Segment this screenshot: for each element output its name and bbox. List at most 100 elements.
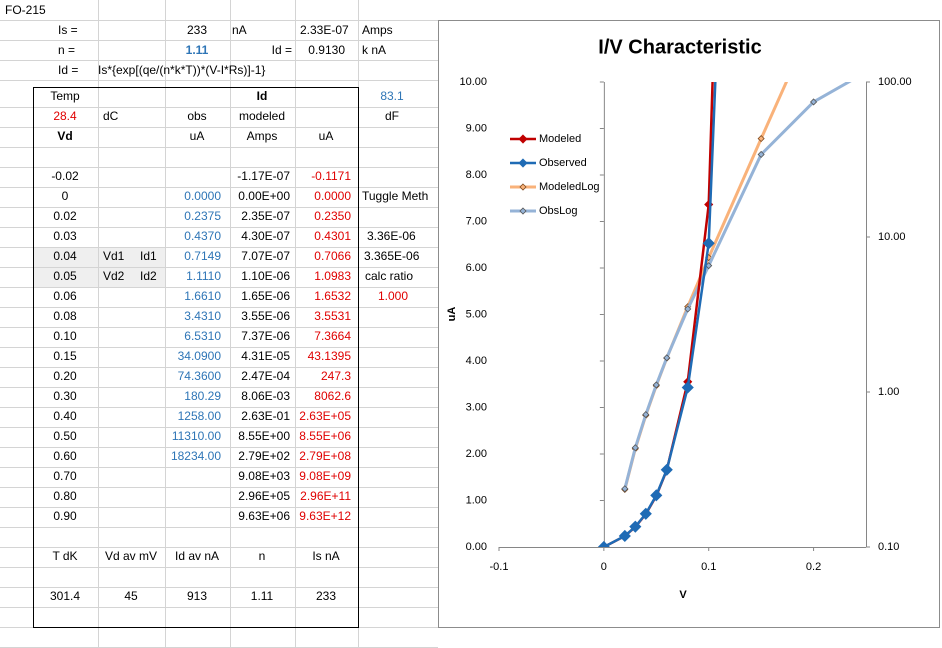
y-tick-label: 9.00 [466, 122, 487, 134]
x-tick-label: 0.1 [701, 561, 716, 573]
cell: uA [319, 129, 334, 143]
cell: 0.15 [53, 349, 77, 363]
marker [660, 463, 673, 476]
marker [618, 529, 631, 543]
cell: 0.80 [53, 489, 77, 503]
cell: Id av nA [175, 549, 219, 563]
cell: Tuggle Meth [362, 189, 428, 203]
marker [652, 381, 660, 389]
cell: -0.1171 [311, 169, 351, 183]
cell: 9.08E+09 [299, 469, 351, 483]
cell: 3.5531 [314, 309, 351, 323]
cell: 8062.6 [314, 389, 351, 403]
cell: 301.4 [50, 589, 80, 603]
cell: 9.63E+12 [299, 509, 351, 523]
chart-title: I/V Characteristic [598, 36, 761, 58]
cell: 8.06E-03 [241, 389, 290, 403]
cell: Temp [50, 89, 80, 103]
cell: 83.1 [380, 89, 404, 103]
cell: -0.02 [51, 169, 79, 183]
cell: 7.3664 [314, 329, 351, 343]
cell: k nA [362, 43, 386, 57]
legend-marker [519, 183, 527, 191]
cell: 2.33E-07 [300, 23, 349, 37]
cell: Amps [247, 129, 278, 143]
cell: 0.08 [53, 309, 77, 323]
marker [642, 411, 650, 419]
cell: 4.30E-07 [241, 229, 290, 243]
marker [681, 381, 694, 394]
legend-marker [518, 134, 528, 144]
marker [757, 150, 765, 159]
cell: 7.37E-06 [241, 329, 290, 343]
y2-tick-label: 1.00 [878, 386, 899, 398]
marker [684, 305, 692, 313]
legend-label: ModeledLog [539, 181, 600, 193]
cell: 2.79E+02 [238, 449, 290, 463]
y-tick-label: 3.00 [466, 401, 487, 413]
y2-tick-label: 10.00 [878, 231, 906, 243]
x-tick-label: 0.2 [806, 561, 821, 573]
x-tick-label: 0 [601, 561, 607, 573]
cell: 0.05 [53, 269, 77, 283]
cell: 3.4310 [184, 309, 221, 323]
cell: 0.40 [53, 409, 77, 423]
cell: Id = [58, 63, 78, 77]
cell: 3.55E-06 [241, 309, 290, 323]
cell: 45 [124, 589, 138, 603]
legend-marker [518, 158, 528, 168]
cell: 913 [187, 589, 207, 603]
cell: -1.17E-07 [237, 169, 290, 183]
marker [663, 354, 671, 362]
marker [650, 489, 663, 502]
cell: 233 [187, 23, 207, 37]
cell: 0.70 [53, 469, 77, 483]
cell: 1.65E-06 [241, 289, 290, 303]
cell: 2.63E-01 [241, 409, 290, 423]
cell: 43.1395 [308, 349, 352, 363]
cell: 3.36E-06 [367, 229, 416, 243]
cell: 4.31E-05 [241, 349, 290, 363]
cell: uA [190, 129, 205, 143]
cell: 2.47E-04 [241, 369, 290, 383]
cell: 1.11 [186, 43, 209, 57]
cell: 0.90 [53, 509, 77, 523]
cell: Id = [272, 43, 292, 57]
y-tick-label: 0.00 [466, 541, 487, 553]
cell: 9.63E+06 [238, 509, 290, 523]
cell: 28.4 [53, 109, 77, 123]
cell: Vd1 [103, 249, 125, 263]
cell: 7.07E-07 [241, 249, 290, 263]
cell: 0.7149 [184, 249, 221, 263]
cell: 1.6532 [314, 289, 351, 303]
marker [629, 520, 642, 533]
cell: 8.55E+00 [238, 429, 290, 443]
cell: 0.9130 [308, 43, 345, 57]
cell: 1.11 [251, 589, 274, 603]
cell: Vd [57, 129, 72, 143]
cell: n = [58, 43, 75, 57]
y-tick-label: 2.00 [466, 448, 487, 460]
cell: 2.96E+11 [300, 489, 351, 503]
cell: nA [232, 23, 247, 37]
cell: 0.7066 [314, 249, 351, 263]
cell: 3.365E-06 [364, 249, 420, 263]
cell: 1.6610 [184, 289, 221, 303]
y-tick-label: 6.00 [466, 262, 487, 274]
cell: 0.10 [53, 329, 77, 343]
cell: 0.0000 [314, 189, 351, 203]
marker [639, 507, 652, 520]
cell: Id1 [140, 249, 157, 263]
cell: FO-215 [5, 3, 46, 17]
x-axis-title: V [679, 589, 687, 601]
marker [597, 540, 610, 547]
chart: I/V Characteristic uA V 0.00 1.00 2.00 3.00… [446, 36, 912, 601]
cell: 0.50 [53, 429, 77, 443]
marker [631, 444, 639, 452]
y2-tick-label: 0.10 [878, 541, 899, 553]
cell: 1.0983 [314, 269, 351, 283]
cell: 0 [62, 189, 69, 203]
marker [702, 237, 715, 250]
